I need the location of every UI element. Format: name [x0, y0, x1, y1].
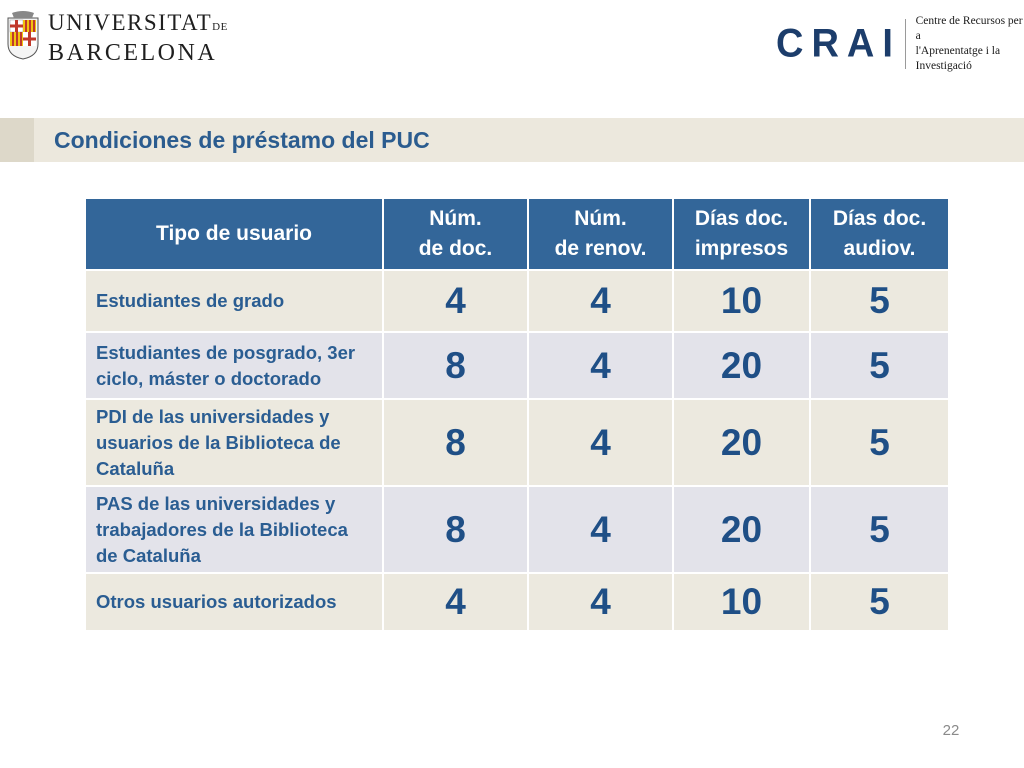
header-cell-num-renewals: Núm. de renov. [527, 197, 674, 271]
title-band: Condiciones de préstamo del PUC [0, 118, 1024, 162]
ub-logo: UNIVERSITATDE BARCELONA [6, 10, 228, 66]
crai-wordmark: CRAI [776, 21, 901, 67]
page-title: Condiciones de préstamo del PUC [54, 126, 430, 153]
value-days-audiovisual: 5 [809, 485, 950, 574]
value-num-docs: 8 [382, 398, 529, 487]
value-num-renewals: 4 [527, 331, 674, 400]
value-days-printed: 10 [672, 269, 811, 333]
table-row: PAS de las universidades y trabajadores d… [84, 485, 950, 574]
header-cell-days-printed: Días doc. impresos [672, 197, 811, 271]
table-row: PDI de las universidades y usuarios de la… [84, 398, 950, 487]
row-label: Estudiantes de grado [84, 269, 384, 333]
page-number: 22 [942, 722, 960, 739]
value-days-printed: 20 [672, 331, 811, 400]
value-num-renewals: 4 [527, 485, 674, 574]
crai-divider [904, 19, 906, 69]
loan-conditions-table: Tipo de usuario Núm. de doc. Núm. de renov… [84, 197, 950, 632]
crai-description: Centre de Recursos per a l'Aprenentatge … [916, 14, 1024, 74]
row-label: PDI de las universidades y usuarios de la… [84, 398, 384, 487]
value-days-audiovisual: 5 [809, 331, 950, 400]
value-days-printed: 20 [672, 398, 811, 487]
value-num-docs: 4 [382, 269, 529, 333]
ub-wordmark-line1: UNIVERSITAT [48, 10, 213, 35]
value-num-renewals: 4 [527, 398, 674, 487]
header-cell-user-type: Tipo de usuario [84, 197, 384, 271]
crai-description-line2: l'Aprenentatge i la Investigació [915, 45, 1001, 72]
header-cell-num-docs: Núm. de doc. [382, 197, 529, 271]
value-num-docs: 8 [382, 331, 529, 400]
table-row: Otros usuarios autorizados 4 4 10 5 [84, 572, 950, 632]
table-row: Estudiantes de grado 4 4 10 5 [84, 269, 950, 333]
value-num-docs: 8 [382, 485, 529, 574]
crai-logo: CRAI Centre de Recursos per a l'Aprenent… [776, 14, 1024, 74]
value-days-audiovisual: 5 [809, 572, 950, 632]
value-days-printed: 10 [672, 572, 811, 632]
ub-shield-icon [7, 11, 39, 60]
row-label: Estudiantes de posgrado, 3er ciclo, máste… [84, 331, 384, 400]
value-num-renewals: 4 [527, 572, 674, 632]
table-header-row: Tipo de usuario Núm. de doc. Núm. de renov… [84, 197, 950, 271]
title-band-accent [0, 118, 34, 162]
value-num-renewals: 4 [527, 269, 674, 333]
header-cell-days-audiovisual: Días doc. audiov. [809, 197, 950, 271]
ub-wordmark-line2: BARCELONA [48, 40, 218, 66]
ub-wordmark-de: DE [212, 21, 228, 33]
row-label: Otros usuarios autorizados [84, 572, 384, 632]
value-days-audiovisual: 5 [809, 398, 950, 487]
value-days-printed: 20 [672, 485, 811, 574]
value-num-docs: 4 [382, 572, 529, 632]
crai-description-line1: Centre de Recursos per a [915, 15, 1023, 42]
ub-wordmark: UNIVERSITATDE BARCELONA [48, 10, 228, 66]
row-label: PAS de las universidades y trabajadores d… [84, 485, 384, 574]
value-days-audiovisual: 5 [809, 269, 950, 333]
table-row: Estudiantes de posgrado, 3er ciclo, máste… [84, 331, 950, 400]
